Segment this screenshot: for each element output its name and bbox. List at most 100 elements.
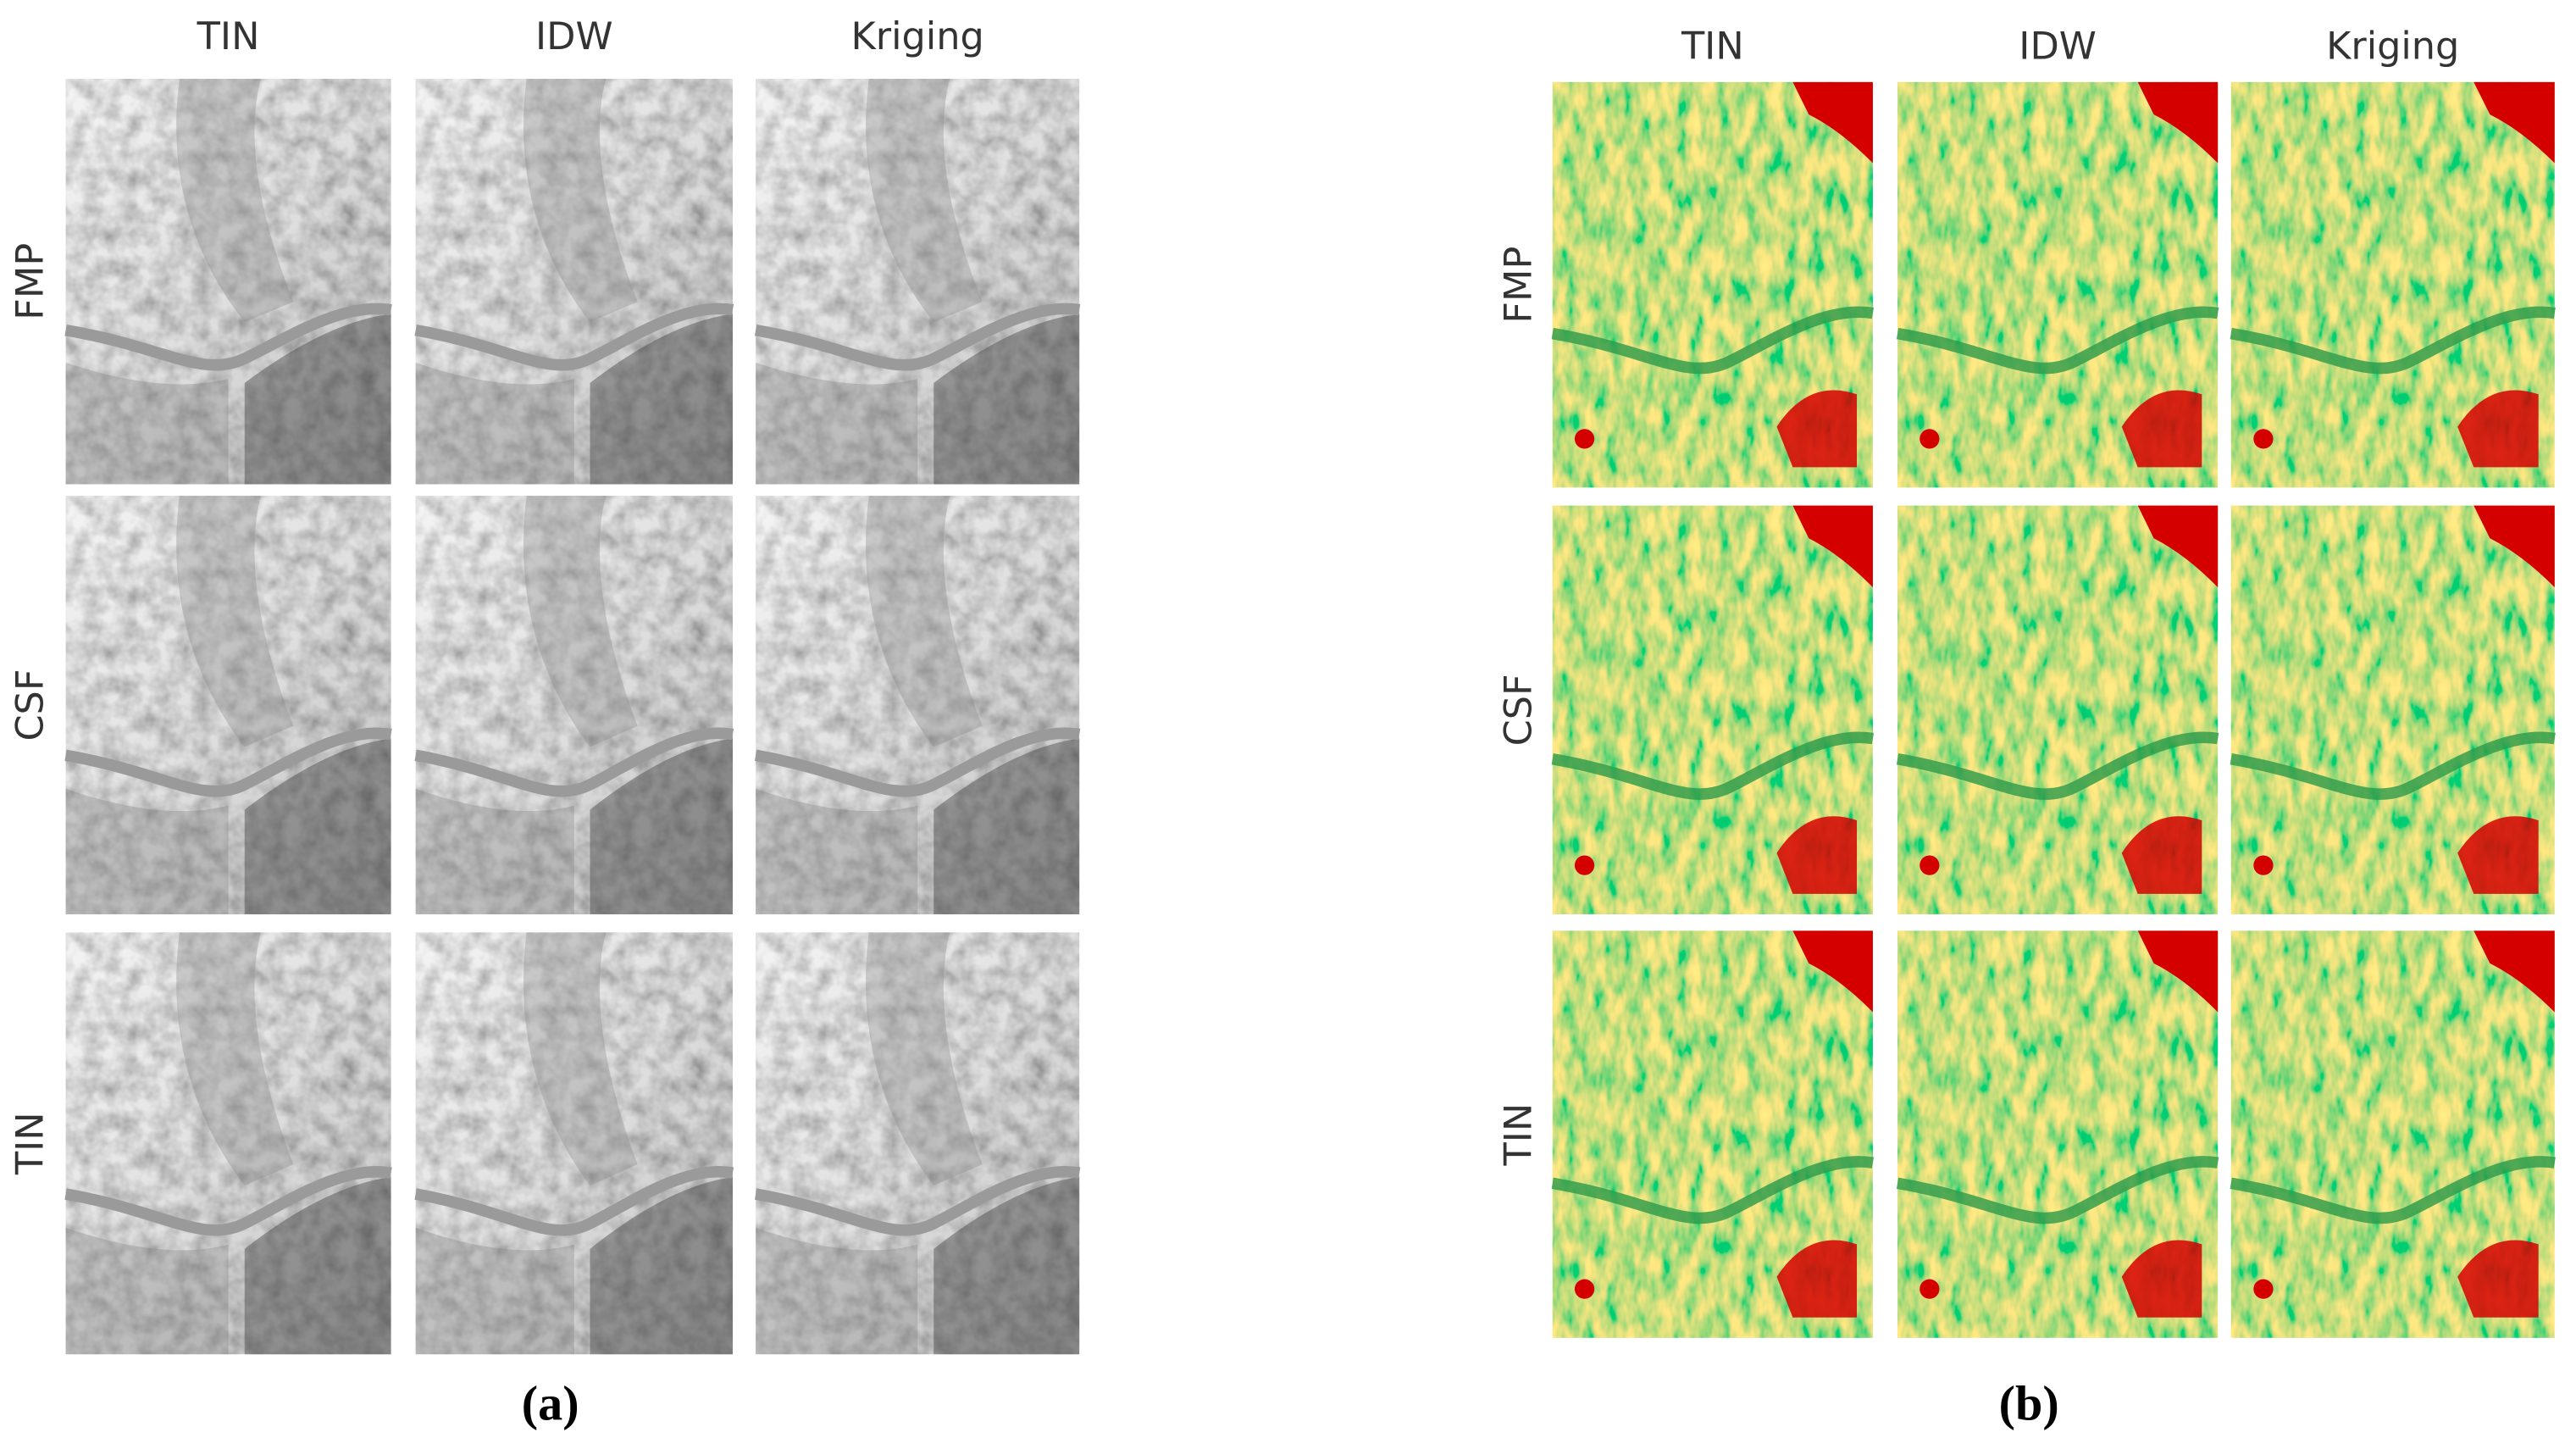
column-header: Kriging xyxy=(2326,25,2459,69)
map-tile xyxy=(754,932,1081,1355)
lower-terrain xyxy=(933,738,1080,915)
map-tile xyxy=(1896,81,2219,488)
high-error xyxy=(1776,1240,1858,1318)
column-header: IDW xyxy=(535,14,613,58)
map-tile xyxy=(2230,505,2556,915)
hillshade xyxy=(756,496,1080,915)
high-error xyxy=(1574,1279,1595,1299)
valley-shade xyxy=(866,496,983,747)
hillshade xyxy=(415,496,733,915)
high-error xyxy=(1574,855,1595,875)
lower-terrain xyxy=(65,788,229,915)
road xyxy=(754,1166,1081,1236)
map-tile xyxy=(2230,81,2556,488)
hillshade xyxy=(65,932,391,1355)
high-error xyxy=(2474,81,2555,164)
column-header: TIN xyxy=(1681,25,1744,69)
row-header: TIN xyxy=(1497,1103,1541,1167)
valley-shade xyxy=(866,78,983,323)
map-tile xyxy=(1896,930,2219,1338)
high-error xyxy=(1920,429,1940,449)
high-error xyxy=(2137,930,2219,1013)
valley-shade xyxy=(523,78,638,323)
high-error xyxy=(1920,1279,1940,1299)
high-error xyxy=(2457,1240,2539,1318)
high-error xyxy=(1776,816,1858,894)
map-tile xyxy=(1551,930,1875,1338)
lower-terrain xyxy=(415,1227,574,1355)
hillshade xyxy=(415,78,733,485)
high-error xyxy=(1792,81,1873,164)
map-tile xyxy=(414,78,734,485)
road xyxy=(754,727,1081,797)
road xyxy=(1896,306,2219,375)
high-error xyxy=(1776,390,1858,468)
map-tile xyxy=(1896,505,2219,915)
road xyxy=(64,1166,392,1236)
high-error xyxy=(2121,816,2202,894)
map-tile xyxy=(1551,505,1875,915)
road xyxy=(414,727,734,797)
high-error xyxy=(1920,855,1940,875)
road xyxy=(2230,1156,2556,1224)
valley-shade xyxy=(523,496,638,747)
lower-terrain xyxy=(590,1177,733,1355)
lower-terrain xyxy=(415,362,574,485)
valley-shade xyxy=(176,496,294,747)
high-error xyxy=(2457,390,2539,468)
high-error xyxy=(1792,505,1873,588)
row-header: FMP xyxy=(1497,247,1541,324)
high-error xyxy=(2121,1240,2202,1318)
high-error xyxy=(2253,1279,2274,1299)
high-error xyxy=(1792,930,1873,1013)
lower-terrain xyxy=(65,1227,229,1355)
lower-terrain xyxy=(244,1177,391,1355)
lower-terrain xyxy=(756,788,918,915)
road xyxy=(1551,731,1875,800)
road xyxy=(1551,306,1875,375)
road xyxy=(1551,1156,1875,1224)
map-tile xyxy=(64,496,392,915)
lower-terrain xyxy=(933,314,1080,485)
map-tile xyxy=(2230,930,2556,1338)
map-tile xyxy=(414,932,734,1355)
road xyxy=(414,303,734,371)
high-error xyxy=(2137,505,2219,588)
hillshade xyxy=(65,78,391,485)
high-error xyxy=(1574,429,1595,449)
lower-terrain xyxy=(933,1177,1080,1355)
map-tile xyxy=(754,496,1081,915)
hillshade xyxy=(415,932,733,1355)
high-error xyxy=(2253,429,2274,449)
lower-terrain xyxy=(756,362,918,485)
high-error xyxy=(2474,930,2555,1013)
lower-terrain xyxy=(244,738,391,915)
column-header: TIN xyxy=(197,14,260,58)
panel-caption: (b) xyxy=(1999,1376,2059,1431)
map-tile xyxy=(64,932,392,1355)
road xyxy=(64,727,392,797)
map-tile xyxy=(64,78,392,485)
lower-terrain xyxy=(65,362,229,485)
map-tile xyxy=(755,78,1081,485)
row-header: CSF xyxy=(8,669,52,741)
column-header: IDW xyxy=(2019,25,2097,69)
high-error xyxy=(2137,81,2219,164)
hillshade xyxy=(65,496,391,915)
road xyxy=(2230,306,2556,375)
lower-terrain xyxy=(244,314,391,485)
row-header: FMP xyxy=(8,243,52,320)
road xyxy=(1896,1156,2219,1224)
high-error xyxy=(2121,390,2202,468)
map-tile xyxy=(414,496,734,915)
hillshade xyxy=(756,78,1080,485)
column-header: Kriging xyxy=(851,14,984,58)
lower-terrain xyxy=(590,738,733,915)
road xyxy=(2230,731,2556,800)
road xyxy=(755,303,1081,371)
road xyxy=(64,303,392,371)
lower-terrain xyxy=(756,1227,918,1355)
lower-terrain xyxy=(590,314,733,485)
